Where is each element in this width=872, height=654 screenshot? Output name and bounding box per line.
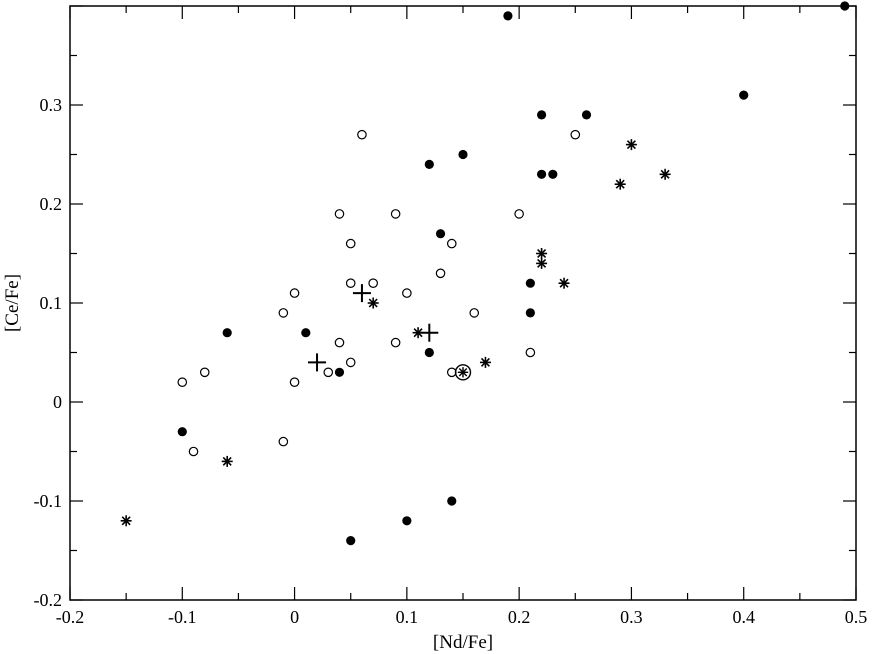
- x-tick-label: 0: [290, 607, 299, 627]
- asterisk-point: [536, 248, 548, 259]
- open-circle-point: [289, 377, 300, 387]
- filled-circle-point: [222, 328, 232, 338]
- y-axis-label: [Ce/Fe]: [2, 274, 23, 332]
- sun-symbol-point: [454, 364, 472, 381]
- filled-circle-point: [346, 536, 356, 546]
- open-circle-point: [469, 308, 480, 318]
- open-circle-point: [446, 367, 457, 378]
- open-circle-point: [390, 209, 401, 219]
- filled-circle-point: [435, 229, 446, 239]
- x-axis-label: [Nd/Fe]: [433, 632, 493, 653]
- open-circle-point: [514, 209, 524, 219]
- open-circle-point: [435, 268, 446, 279]
- filled-circle-point: [424, 347, 434, 358]
- open-circle-point: [390, 337, 401, 348]
- y-tick-label: 0.1: [40, 293, 63, 313]
- open-circle-point: [334, 337, 345, 348]
- filled-circle-point: [301, 328, 311, 338]
- filled-circle-point: [447, 496, 457, 506]
- asterisk-point: [221, 455, 233, 467]
- filled-circle-point: [525, 278, 535, 288]
- filled-circle-point: [402, 516, 412, 526]
- plus-point: [352, 284, 371, 303]
- open-circle-point: [446, 238, 457, 249]
- filled-circle-point: [537, 169, 547, 179]
- plus-point: [308, 353, 327, 372]
- x-tick-label: 0.3: [620, 607, 643, 627]
- axis-ticks: [69, 5, 857, 601]
- asterisk-point: [536, 257, 548, 269]
- filled-circle-point: [503, 11, 513, 21]
- asterisk-point: [558, 277, 570, 289]
- open-circle-point: [188, 446, 199, 457]
- open-circle-point: [357, 129, 367, 140]
- plot-frame: [69, 5, 857, 601]
- asterisk-point: [479, 356, 491, 368]
- y-tick-label: 0: [53, 392, 62, 412]
- open-circle-point: [570, 129, 581, 140]
- filled-circle-point: [458, 149, 468, 160]
- x-tick-label: -0.2: [56, 607, 85, 627]
- open-circle-point: [289, 288, 300, 298]
- x-tick-label: 0.1: [396, 607, 419, 627]
- filled-circle-point: [334, 367, 345, 377]
- filled-circle-point: [581, 110, 592, 120]
- asterisk-point: [367, 297, 379, 309]
- open-circle-point: [278, 436, 289, 447]
- filled-circle-point: [525, 308, 535, 318]
- open-circle-point: [278, 308, 289, 318]
- y-tick-label: -0.2: [34, 590, 63, 610]
- open-circle-point: [323, 367, 334, 378]
- open-circle-point: [177, 377, 188, 387]
- open-circle-point: [345, 278, 356, 288]
- asterisk-point: [120, 515, 132, 527]
- open-circle-point: [345, 238, 356, 249]
- open-circle-point: [345, 357, 356, 368]
- asterisk-point: [659, 168, 671, 180]
- tick-labels: -0.2 -0.1 0 0.1 0.2 0.3 0.4 0.5 -0.2 -0.1 0 0.1 0.2 0…: [34, 95, 868, 627]
- x-tick-label: 0.4: [732, 607, 755, 627]
- x-tick-label: 0.2: [508, 607, 531, 627]
- open-circle-point: [402, 288, 412, 298]
- x-tick-label: -0.1: [168, 607, 197, 627]
- asterisk-point: [625, 139, 637, 151]
- x-tick-label: 0.5: [845, 607, 868, 627]
- open-circle-point: [368, 278, 378, 288]
- plus-point: [420, 323, 439, 342]
- filled-circle-point: [177, 427, 187, 437]
- open-circle-point: [525, 347, 536, 358]
- y-tick-label: 0.2: [40, 194, 63, 214]
- filled-circle-point: [537, 110, 547, 120]
- filled-circle-point: [548, 169, 558, 179]
- y-tick-label: 0.3: [40, 95, 63, 115]
- asterisk-point: [614, 178, 626, 190]
- filled-circle-point: [739, 90, 749, 100]
- y-tick-label: -0.1: [34, 491, 63, 511]
- filled-circle-point: [424, 159, 434, 169]
- open-circle-point: [334, 209, 345, 219]
- data-points: [120, 1, 850, 546]
- open-circle-point: [199, 367, 210, 378]
